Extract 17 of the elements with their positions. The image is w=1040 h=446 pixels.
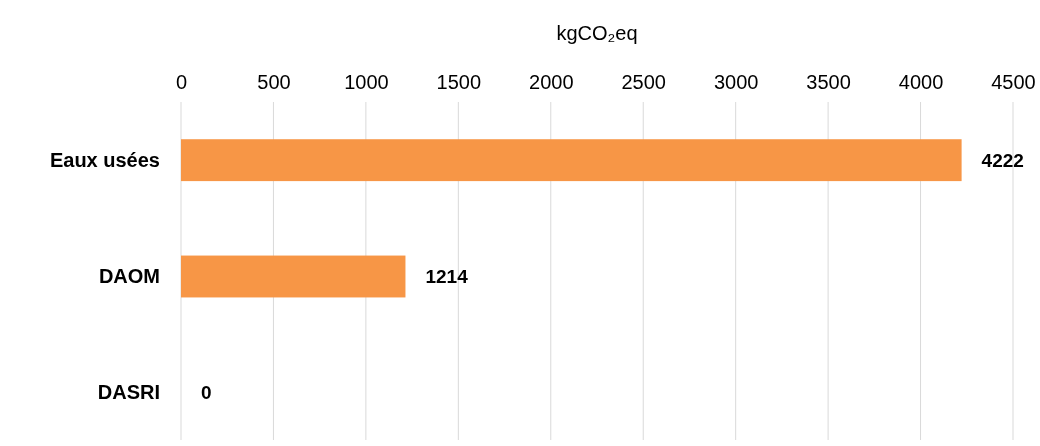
data-label: 1214 bbox=[425, 266, 469, 288]
x-tick-label: 2500 bbox=[621, 71, 666, 93]
y-tick-label: DASRI bbox=[97, 381, 160, 404]
x-tick-label: 2000 bbox=[529, 71, 574, 93]
x-tick-label: 500 bbox=[257, 71, 291, 93]
x-tick-label: 1500 bbox=[436, 71, 482, 93]
x-tick-label: 4500 bbox=[991, 71, 1036, 93]
data-label: 4222 bbox=[981, 149, 1024, 171]
x-axis-title: kgCO₂eq bbox=[556, 22, 638, 44]
y-tick-label: DAOM bbox=[98, 264, 160, 287]
x-tick-label: 0 bbox=[175, 71, 188, 93]
data-label: 0 bbox=[201, 382, 212, 404]
x-tick-label: 1000 bbox=[344, 71, 389, 93]
x-tick-label: 3500 bbox=[806, 71, 851, 93]
x-tick-label: 4000 bbox=[898, 71, 944, 93]
y-tick-label: Eaux usées bbox=[49, 148, 160, 171]
x-tick-label: 3000 bbox=[713, 71, 759, 93]
